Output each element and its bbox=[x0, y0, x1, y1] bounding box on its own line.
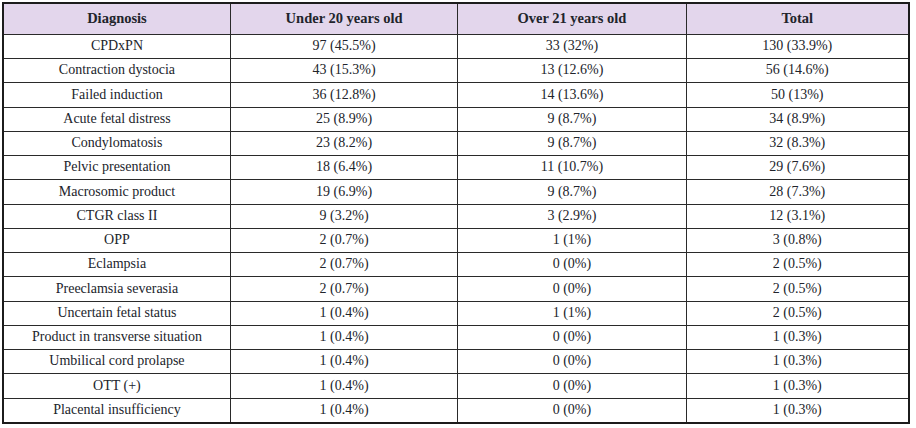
table-row: OTT (+)1 (0.4%)0 (0%)1 (0.3%) bbox=[3, 374, 909, 398]
total-cell: 1 (0.3%) bbox=[686, 374, 909, 398]
total-cell: 2 (0.5%) bbox=[686, 253, 909, 277]
under-20-cell: 43 (15.3%) bbox=[230, 59, 457, 83]
column-header-over-21: Over 21 years old bbox=[458, 3, 686, 35]
diagnosis-table-container: Diagnosis Under 20 years old Over 21 yea… bbox=[2, 2, 910, 424]
diagnosis-cell: OTT (+) bbox=[3, 374, 230, 398]
total-cell: 12 (3.1%) bbox=[686, 204, 909, 228]
table-row: Umbilical cord prolapse1 (0.4%)0 (0%)1 (… bbox=[3, 350, 909, 374]
diagnosis-cell: CTGR class II bbox=[3, 204, 230, 228]
under-20-cell: 18 (6.4%) bbox=[230, 156, 457, 180]
diagnosis-table: Diagnosis Under 20 years old Over 21 yea… bbox=[2, 2, 910, 424]
diagnosis-cell: Preeclamsia severasia bbox=[3, 277, 230, 301]
table-row: Failed induction36 (12.8%)14 (13.6%)50 (… bbox=[3, 83, 909, 107]
over-21-cell: 9 (8.7%) bbox=[458, 180, 686, 204]
over-21-cell: 0 (0%) bbox=[458, 350, 686, 374]
diagnosis-cell: Umbilical cord prolapse bbox=[3, 350, 230, 374]
table-row: OPP2 (0.7%)1 (1%)3 (0.8%) bbox=[3, 228, 909, 252]
diagnosis-cell: Uncertain fetal status bbox=[3, 301, 230, 325]
diagnosis-cell: Pelvic presentation bbox=[3, 156, 230, 180]
under-20-cell: 97 (45.5%) bbox=[230, 35, 457, 59]
total-cell: 56 (14.6%) bbox=[686, 59, 909, 83]
total-cell: 2 (0.5%) bbox=[686, 277, 909, 301]
under-20-cell: 2 (0.7%) bbox=[230, 277, 457, 301]
table-row: Uncertain fetal status1 (0.4%)1 (1%)2 (0… bbox=[3, 301, 909, 325]
table-header-row: Diagnosis Under 20 years old Over 21 yea… bbox=[3, 3, 909, 35]
under-20-cell: 23 (8.2%) bbox=[230, 131, 457, 155]
total-cell: 2 (0.5%) bbox=[686, 301, 909, 325]
total-cell: 1 (0.3%) bbox=[686, 350, 909, 374]
diagnosis-cell: Acute fetal distress bbox=[3, 107, 230, 131]
under-20-cell: 9 (3.2%) bbox=[230, 204, 457, 228]
table-row: Pelvic presentation18 (6.4%)11 (10.7%)29… bbox=[3, 156, 909, 180]
under-20-cell: 1 (0.4%) bbox=[230, 301, 457, 325]
diagnosis-cell: OPP bbox=[3, 228, 230, 252]
over-21-cell: 11 (10.7%) bbox=[458, 156, 686, 180]
diagnosis-cell: Product in transverse situation bbox=[3, 325, 230, 349]
table-row: Macrosomic product19 (6.9%)9 (8.7%)28 (7… bbox=[3, 180, 909, 204]
over-21-cell: 1 (1%) bbox=[458, 228, 686, 252]
total-cell: 29 (7.6%) bbox=[686, 156, 909, 180]
over-21-cell: 9 (8.7%) bbox=[458, 131, 686, 155]
over-21-cell: 14 (13.6%) bbox=[458, 83, 686, 107]
under-20-cell: 25 (8.9%) bbox=[230, 107, 457, 131]
diagnosis-cell: Failed induction bbox=[3, 83, 230, 107]
under-20-cell: 36 (12.8%) bbox=[230, 83, 457, 107]
table-row: Eclampsia2 (0.7%)0 (0%)2 (0.5%) bbox=[3, 253, 909, 277]
over-21-cell: 9 (8.7%) bbox=[458, 107, 686, 131]
total-cell: 34 (8.9%) bbox=[686, 107, 909, 131]
diagnosis-cell: Eclampsia bbox=[3, 253, 230, 277]
diagnosis-cell: Macrosomic product bbox=[3, 180, 230, 204]
column-header-diagnosis: Diagnosis bbox=[3, 3, 230, 35]
total-cell: 3 (0.8%) bbox=[686, 228, 909, 252]
diagnosis-cell: Condylomatosis bbox=[3, 131, 230, 155]
over-21-cell: 33 (32%) bbox=[458, 35, 686, 59]
under-20-cell: 2 (0.7%) bbox=[230, 253, 457, 277]
table-row: Acute fetal distress25 (8.9%)9 (8.7%)34 … bbox=[3, 107, 909, 131]
table-row: Placental insufficiency1 (0.4%)0 (0%)1 (… bbox=[3, 398, 909, 423]
over-21-cell: 0 (0%) bbox=[458, 374, 686, 398]
diagnosis-cell: Placental insufficiency bbox=[3, 398, 230, 423]
column-header-under-20: Under 20 years old bbox=[230, 3, 457, 35]
total-cell: 32 (8.3%) bbox=[686, 131, 909, 155]
diagnosis-cell: Contraction dystocia bbox=[3, 59, 230, 83]
table-row: CPDxPN97 (45.5%)33 (32%)130 (33.9%) bbox=[3, 35, 909, 59]
under-20-cell: 1 (0.4%) bbox=[230, 374, 457, 398]
total-cell: 1 (0.3%) bbox=[686, 398, 909, 423]
table-row: Condylomatosis23 (8.2%)9 (8.7%)32 (8.3%) bbox=[3, 131, 909, 155]
total-cell: 50 (13%) bbox=[686, 83, 909, 107]
total-cell: 28 (7.3%) bbox=[686, 180, 909, 204]
table-body: CPDxPN97 (45.5%)33 (32%)130 (33.9%)Contr… bbox=[3, 35, 909, 424]
under-20-cell: 19 (6.9%) bbox=[230, 180, 457, 204]
over-21-cell: 0 (0%) bbox=[458, 253, 686, 277]
table-row: Contraction dystocia43 (15.3%)13 (12.6%)… bbox=[3, 59, 909, 83]
over-21-cell: 3 (2.9%) bbox=[458, 204, 686, 228]
table-row: CTGR class II9 (3.2%)3 (2.9%)12 (3.1%) bbox=[3, 204, 909, 228]
total-cell: 1 (0.3%) bbox=[686, 325, 909, 349]
diagnosis-cell: CPDxPN bbox=[3, 35, 230, 59]
under-20-cell: 1 (0.4%) bbox=[230, 350, 457, 374]
over-21-cell: 13 (12.6%) bbox=[458, 59, 686, 83]
over-21-cell: 0 (0%) bbox=[458, 277, 686, 301]
under-20-cell: 2 (0.7%) bbox=[230, 228, 457, 252]
under-20-cell: 1 (0.4%) bbox=[230, 398, 457, 423]
over-21-cell: 0 (0%) bbox=[458, 398, 686, 423]
table-row: Preeclamsia severasia2 (0.7%)0 (0%)2 (0.… bbox=[3, 277, 909, 301]
column-header-total: Total bbox=[686, 3, 909, 35]
under-20-cell: 1 (0.4%) bbox=[230, 325, 457, 349]
total-cell: 130 (33.9%) bbox=[686, 35, 909, 59]
table-row: Product in transverse situation1 (0.4%)0… bbox=[3, 325, 909, 349]
over-21-cell: 0 (0%) bbox=[458, 325, 686, 349]
over-21-cell: 1 (1%) bbox=[458, 301, 686, 325]
